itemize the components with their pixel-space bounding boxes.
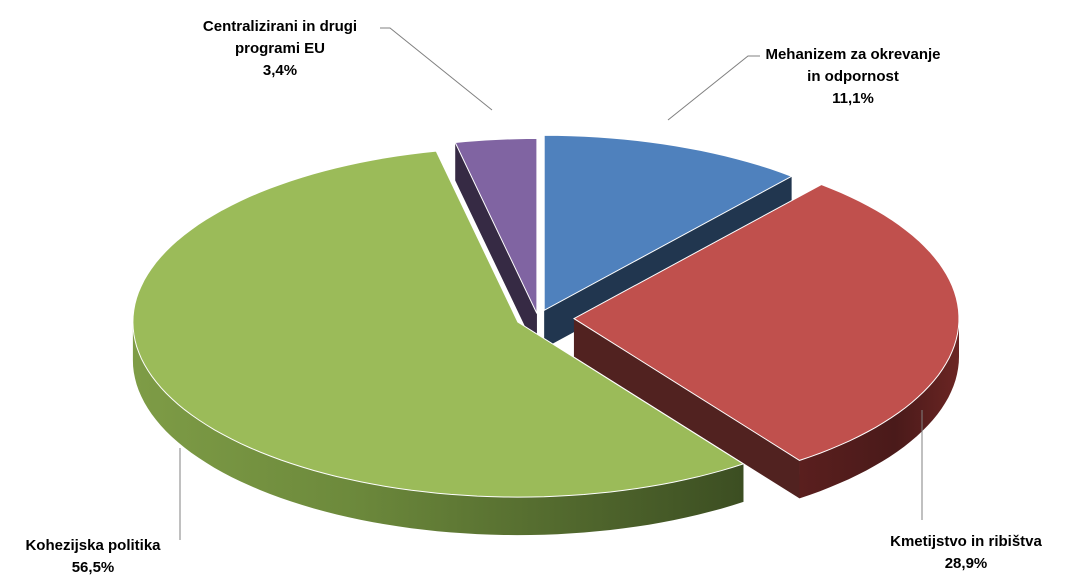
slice-2 [132, 150, 745, 498]
label-kohezijska-value: 56,5% [71, 559, 115, 576]
label-mehanizem-value: 11,1% [832, 90, 874, 107]
label-kmetijstvo: Kmetijstvo in ribištva 28,9% [860, 531, 1072, 575]
slice-wall-3-0 [455, 142, 537, 352]
label-kmetijstvo-value: 28,9% [944, 555, 988, 572]
label-kohezijska-line-1: Kohezijska politika [25, 537, 161, 554]
label-centralizirani-line-1: Centralizirani in drugi [202, 18, 358, 35]
label-kohezijska: Kohezijska politika 56,5% [0, 535, 186, 579]
label-mehanizem: Mehanizem za okrevanje in odpornost 11,1… [738, 44, 968, 110]
label-mehanizem-line-1: Mehanizem za okrevanje [765, 46, 941, 63]
slice-side-2-0 [132, 322, 744, 536]
leader-line-3 [380, 27, 493, 111]
label-mehanizem-line-2: in odpornost [807, 68, 899, 85]
slice-side-1-0 [799, 318, 959, 499]
label-kmetijstvo-line-1: Kmetijstvo in ribištva [890, 533, 1042, 550]
slice-1 [573, 183, 960, 461]
label-centralizirani: Centralizirani in drugi programi EU 3,4% [160, 16, 400, 82]
leader-line-0 [667, 55, 760, 121]
slice-0 [543, 134, 793, 312]
label-centralizirani-line-2: programi EU [234, 40, 325, 57]
slice-wall-1-1 [573, 318, 800, 499]
label-centralizirani-value: 3,4% [262, 62, 298, 79]
slice-3 [454, 138, 538, 314]
